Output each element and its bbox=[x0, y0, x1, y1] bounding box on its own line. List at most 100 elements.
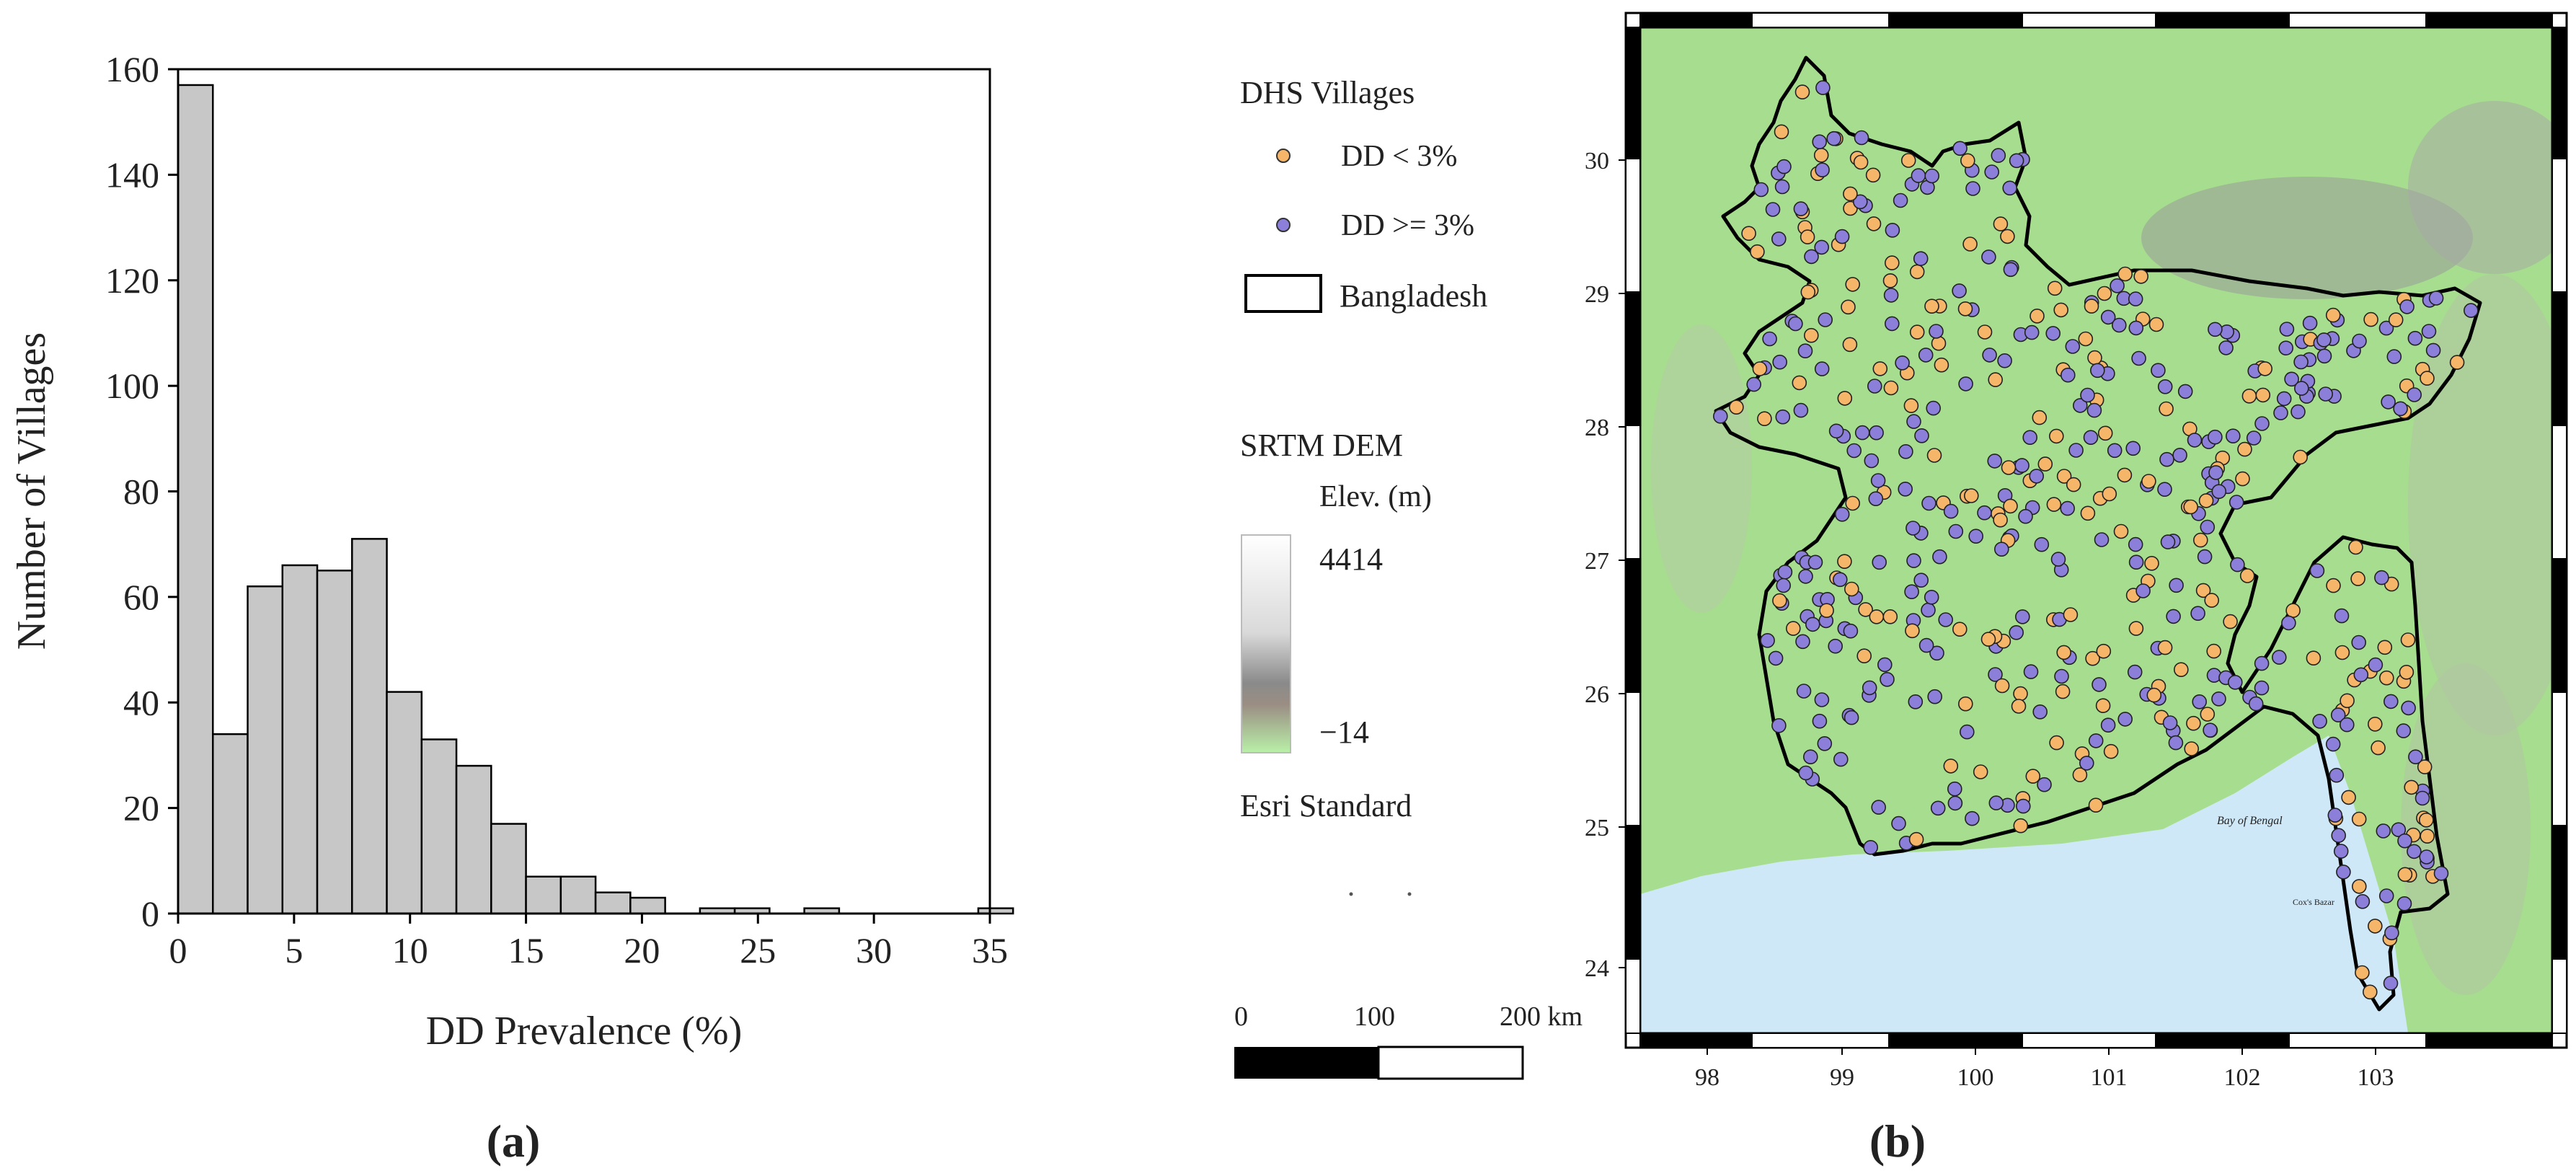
village-point-high bbox=[1984, 164, 1999, 180]
x-tick-label: 30 bbox=[856, 930, 892, 971]
histogram-bar bbox=[559, 875, 597, 915]
village-point-high bbox=[1817, 736, 1833, 751]
village-point-high bbox=[1853, 194, 1868, 210]
frame-segment bbox=[2288, 1033, 2427, 1048]
map-x-tick-label: 98 bbox=[1695, 1064, 1719, 1091]
village-point-low bbox=[2056, 469, 2072, 484]
village-point-low bbox=[1994, 678, 2010, 694]
village-point-high bbox=[1815, 80, 1831, 95]
village-point-high bbox=[2131, 350, 2146, 366]
village-point-high bbox=[2211, 691, 2226, 707]
village-point-high bbox=[1765, 202, 1781, 217]
village-point-high bbox=[2396, 896, 2412, 911]
village-point-low bbox=[2046, 497, 2062, 512]
village-point-high bbox=[1868, 491, 1884, 507]
village-point-low bbox=[2157, 640, 2173, 655]
village-point-low bbox=[2351, 811, 2367, 827]
village-point-high bbox=[1929, 324, 1944, 339]
village-point-high bbox=[2425, 342, 2441, 358]
y-axis-label: Number of Villages bbox=[9, 332, 54, 650]
histogram-bar bbox=[386, 691, 423, 915]
village-point-high bbox=[1807, 554, 1823, 570]
village-point-high bbox=[2162, 715, 2178, 730]
village-point-high bbox=[2351, 635, 2366, 650]
histogram-bar bbox=[594, 891, 632, 915]
village-point-high bbox=[1863, 840, 1878, 855]
village-point-high bbox=[2226, 428, 2241, 444]
frame-segment bbox=[1639, 1033, 1753, 1048]
village-point-low bbox=[1865, 167, 1881, 183]
village-point-low bbox=[1882, 273, 1898, 288]
relief-plateau bbox=[1651, 324, 1752, 613]
village-point-low bbox=[2000, 229, 2015, 244]
village-point-high bbox=[1965, 181, 1980, 196]
x-tick-label: 20 bbox=[624, 930, 660, 971]
village-point-high bbox=[1768, 650, 1784, 666]
village-point-high bbox=[2157, 482, 2172, 498]
village-point-low bbox=[2066, 477, 2081, 492]
village-point-high bbox=[2014, 458, 2030, 473]
village-point-high bbox=[2151, 363, 2166, 379]
village-point-low bbox=[2072, 767, 2088, 782]
village-point-high bbox=[2327, 808, 2343, 823]
village-point-low bbox=[2146, 687, 2162, 703]
village-point-high bbox=[1804, 249, 1819, 265]
village-point-low bbox=[1800, 284, 1816, 300]
village-point-high bbox=[1952, 283, 1967, 299]
village-point-high bbox=[2159, 451, 2174, 467]
village-point-high bbox=[1994, 541, 2009, 557]
village-point-high bbox=[2009, 153, 2024, 169]
village-point-high bbox=[1762, 331, 1777, 347]
village-point-low bbox=[1926, 448, 1942, 463]
village-point-high bbox=[1814, 239, 1829, 255]
village-point-low bbox=[1957, 301, 1973, 317]
village-point-low bbox=[1845, 495, 1860, 511]
scalebar-tick-200: 200 km bbox=[1500, 1002, 1583, 1032]
village-point-low bbox=[2148, 317, 2164, 332]
village-point-low bbox=[2241, 388, 2257, 404]
village-point-high bbox=[1947, 781, 1962, 797]
village-point-high bbox=[1776, 159, 1792, 174]
village-point-low bbox=[1774, 124, 1789, 140]
village-point-high bbox=[1913, 572, 1929, 588]
village-point-low bbox=[2013, 818, 2029, 834]
village-point-high bbox=[2309, 563, 2325, 578]
village-point-high bbox=[2065, 339, 2081, 354]
village-point-low bbox=[2348, 539, 2363, 555]
map-y-tick-label: 28 bbox=[1585, 415, 1609, 441]
village-point-high bbox=[2284, 371, 2299, 387]
village-point-low bbox=[2174, 662, 2189, 678]
village-point-high bbox=[1947, 795, 1963, 811]
village-point-high bbox=[1988, 667, 2003, 682]
village-point-high bbox=[1893, 193, 1908, 208]
frame-segment bbox=[2551, 958, 2567, 1034]
village-point-low bbox=[1883, 380, 1899, 396]
village-point-high bbox=[1815, 162, 1830, 177]
village-point-high bbox=[2200, 519, 2216, 535]
village-point-low bbox=[2200, 707, 2216, 722]
village-point-high bbox=[2009, 624, 2024, 640]
village-point-low bbox=[1845, 277, 1860, 292]
village-point-low bbox=[2030, 308, 2045, 324]
village-point-low bbox=[2326, 578, 2341, 593]
y-tick-label: 120 bbox=[105, 260, 159, 301]
village-point-low bbox=[1980, 632, 1996, 647]
village-point-low bbox=[2293, 449, 2308, 465]
village-point-high bbox=[1872, 554, 1887, 570]
village-point-low bbox=[2368, 716, 2383, 732]
village-point-high bbox=[1929, 645, 1944, 661]
village-point-low bbox=[2204, 593, 2219, 608]
village-point-high bbox=[2278, 340, 2293, 356]
village-point-low bbox=[2377, 640, 2393, 655]
village-point-high bbox=[2125, 441, 2141, 456]
village-point-low bbox=[2047, 280, 2063, 296]
village-point-high bbox=[1885, 316, 1900, 332]
x-tick-label: 10 bbox=[392, 930, 428, 971]
legend-label-boundary: Bangladesh bbox=[1340, 278, 1487, 314]
x-tick-label: 0 bbox=[169, 930, 187, 971]
village-point-low bbox=[2341, 790, 2356, 805]
frame-segment bbox=[2155, 12, 2290, 28]
village-point-high bbox=[1958, 376, 1973, 392]
frame-segment bbox=[1625, 558, 1641, 693]
